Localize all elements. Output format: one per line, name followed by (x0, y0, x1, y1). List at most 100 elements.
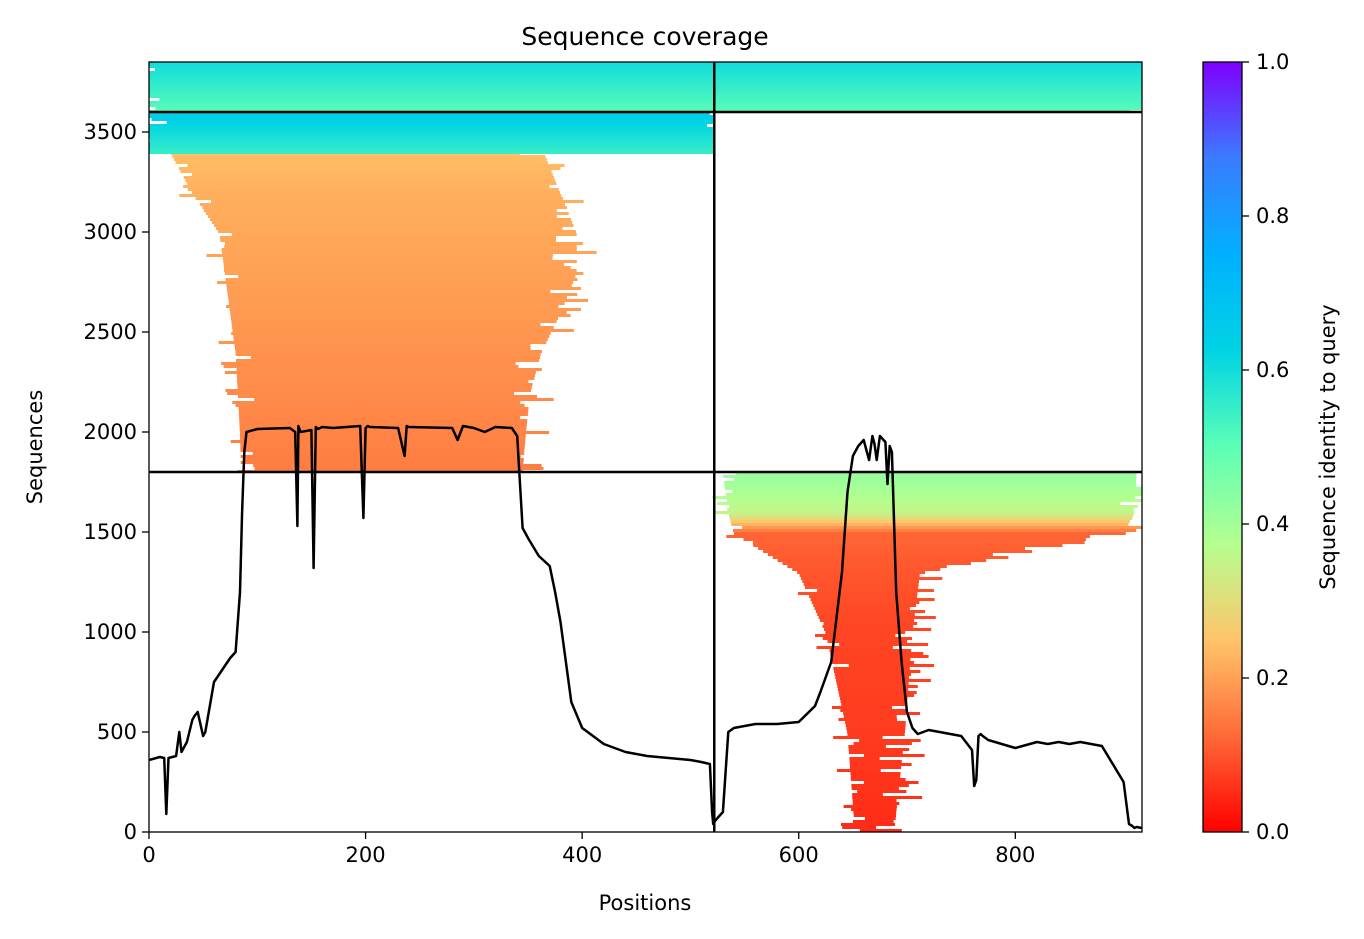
coverage-row (732, 529, 1137, 532)
coverage-row (834, 670, 921, 673)
coverage-row (732, 490, 1142, 493)
coverage-row (730, 520, 1131, 523)
coverage-row (767, 553, 993, 556)
coverage-row (848, 751, 903, 754)
colorbar-tick-label: 1.0 (1256, 50, 1289, 74)
coverage-row (853, 820, 894, 823)
coverage-row (149, 133, 715, 136)
coverage-row (832, 661, 915, 664)
coverage-row (792, 568, 941, 571)
colorbar (1202, 61, 1243, 833)
coverage-row (172, 155, 546, 158)
coverage-row (847, 733, 905, 736)
coverage-row (209, 218, 571, 221)
coverage-row (823, 622, 918, 625)
x-axis-ticks: 0 200 400 600 800 (142, 832, 1035, 867)
coverage-row (848, 745, 886, 748)
coverage-row (218, 230, 576, 233)
coverage-row (179, 194, 562, 197)
coverage-row (865, 817, 896, 820)
coverage-row (825, 631, 906, 634)
coverage-row (237, 383, 533, 386)
heatmap-block-1 (149, 112, 715, 154)
coverage-row (842, 826, 877, 829)
coverage-row (236, 374, 536, 377)
coverage-row (207, 215, 557, 218)
coverage-row (149, 145, 715, 148)
coverage-row (840, 700, 908, 703)
y-axis-ticks: 0 500 1000 1500 2000 2500 3000 3500 (84, 120, 149, 844)
plot-frame (148, 61, 1143, 833)
coverage-row (240, 455, 521, 458)
coverage-row (723, 475, 1137, 478)
coverage-row (232, 401, 521, 404)
coverage-row (815, 634, 896, 637)
coverage-row (833, 667, 910, 670)
heatmap-block-0 (170, 152, 597, 473)
coverage-row (822, 625, 914, 628)
y-tick-label: 0 (124, 820, 137, 844)
y-axis-label: Sequences (23, 390, 47, 505)
coverage-row (729, 505, 1138, 508)
colorbar-tick-label: 0.8 (1256, 204, 1289, 228)
coverage-row (217, 281, 574, 284)
coverage-row (230, 440, 526, 443)
coverage-row (847, 730, 905, 733)
coverage-row (183, 185, 550, 188)
coverage-row (233, 335, 550, 338)
coverage-row (851, 784, 909, 787)
coverage-row (239, 416, 521, 419)
colorbar-tick-label: 0.4 (1256, 512, 1289, 536)
heatmap-block-3 (149, 62, 1142, 113)
coverage-row (233, 338, 548, 341)
coverage-row (802, 580, 919, 583)
x-tick-label: 600 (779, 843, 819, 867)
coverage-row (149, 136, 715, 139)
coverage-row (224, 272, 584, 275)
coverage-row (223, 260, 577, 263)
coverage-row (231, 332, 551, 335)
coverage-row (159, 98, 1142, 101)
coverage-row (846, 727, 906, 730)
coverage-row (149, 77, 1142, 80)
coverage-row (801, 577, 943, 580)
coverage-row (852, 802, 900, 805)
coverage-row (833, 736, 883, 739)
y-tick-label: 2000 (84, 420, 137, 444)
coverage-row (149, 130, 715, 133)
coverage-row (843, 712, 920, 715)
coverage-row (838, 718, 897, 721)
coverage-row (787, 565, 947, 568)
coverage-row (254, 398, 554, 401)
coverage-row (224, 266, 571, 269)
coverage-row (853, 811, 897, 814)
coverage-row (149, 65, 1142, 68)
coverage-row (149, 148, 715, 151)
coverage-row (151, 118, 715, 121)
coverage-row (235, 350, 542, 353)
coverage-row (214, 224, 574, 227)
coverage-row (235, 353, 541, 356)
coverage-row (850, 778, 906, 781)
coverage-row (851, 787, 899, 790)
coverage-row (712, 496, 1136, 499)
coverage-row (782, 562, 971, 565)
coverage-row (830, 652, 924, 655)
coverage-row (857, 790, 907, 793)
coverage-row (187, 164, 565, 167)
coverage-row (237, 386, 532, 389)
coverage-row (149, 151, 715, 154)
coverage-row (223, 263, 564, 266)
coverage-row (227, 392, 515, 395)
coverage-row (149, 101, 1142, 104)
coverage-row (218, 341, 547, 344)
coverage-row (777, 559, 987, 562)
coverage-row (230, 317, 559, 320)
coverage-row (726, 499, 1142, 502)
coverage-row (239, 422, 527, 425)
coverage-row (250, 356, 541, 359)
coverage-row (149, 115, 715, 118)
colorbar-tick-label: 0.6 (1256, 358, 1289, 382)
coverage-row (849, 763, 912, 766)
